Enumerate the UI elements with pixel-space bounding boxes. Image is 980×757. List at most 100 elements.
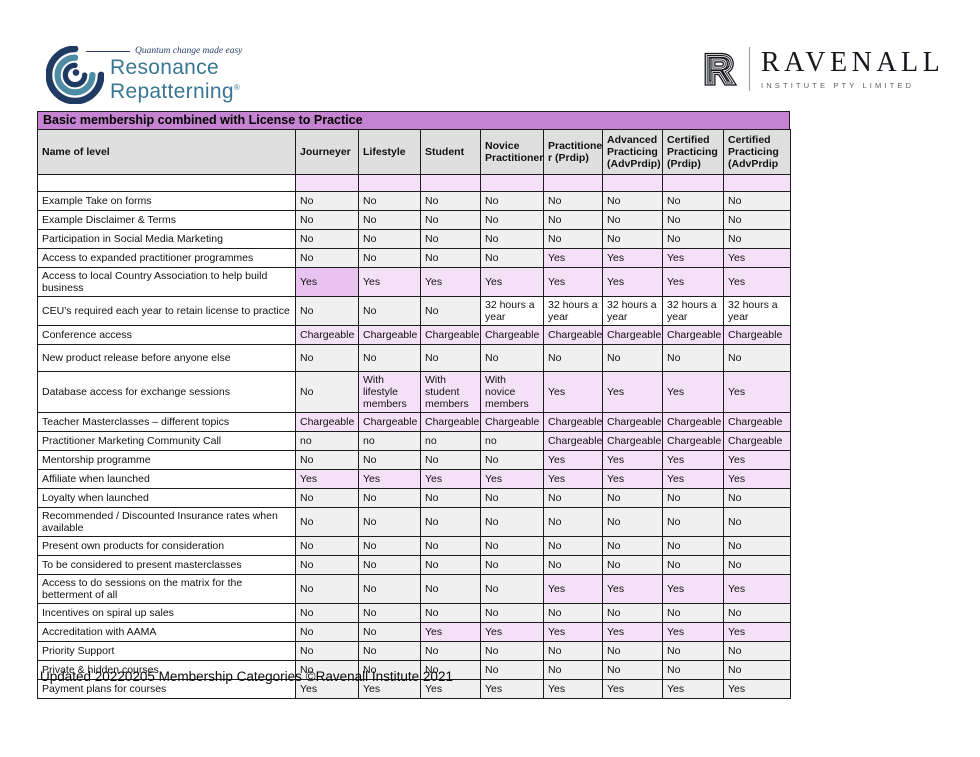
row-label: Practitioner Marketing Community Call [37, 431, 296, 451]
value-cell: Yes [480, 679, 544, 699]
value-cell: Chargeable [543, 412, 603, 432]
value-cell: No [480, 488, 544, 508]
value-cell: Yes [602, 469, 663, 489]
value-cell: No [420, 296, 481, 326]
value-cell: Chargeable [723, 325, 791, 345]
value-cell: No [480, 603, 544, 623]
row-label: New product release before anyone else [37, 344, 296, 372]
value-cell [543, 174, 603, 192]
column-header: Advanced Practicing (AdvPrdip) [602, 129, 663, 175]
value-cell: Yes [358, 679, 421, 699]
value-cell: No [662, 344, 724, 372]
value-cell: No [295, 488, 359, 508]
value-cell: Yes [602, 622, 663, 642]
value-cell: No [420, 488, 481, 508]
value-cell: Chargeable [295, 325, 359, 345]
value-cell [662, 174, 724, 192]
value-cell: No [295, 344, 359, 372]
value-cell: No [358, 536, 421, 556]
value-cell: No [723, 536, 791, 556]
value-cell: Chargeable [662, 431, 724, 451]
column-header: Novice Practitioner [480, 129, 544, 175]
value-cell: No [723, 603, 791, 623]
column-header: Certified Practicing (Prdip) [662, 129, 724, 175]
table-row: Access to local Country Association to h… [37, 267, 791, 297]
value-cell: no [358, 431, 421, 451]
ravenall-r-mark-icon: R R R [702, 46, 736, 92]
value-cell: No [602, 210, 663, 230]
ravenall-logo: R R R RAVENALL INSTITUTE PTY LIMITED [698, 46, 944, 92]
value-cell: Chargeable [543, 325, 603, 345]
value-cell: No [662, 191, 724, 211]
spiral-icon [46, 46, 104, 104]
value-cell: Yes [602, 574, 663, 604]
value-cell [602, 174, 663, 192]
value-cell: No [662, 555, 724, 575]
value-cell: No [662, 507, 724, 537]
value-cell: 32 hours a year [602, 296, 663, 326]
table-row: Example Disclaimer & Terms No No No No No No No… [37, 210, 791, 230]
value-cell: No [723, 191, 791, 211]
row-label: To be considered to present masterclasse… [37, 555, 296, 575]
value-cell: No [543, 507, 603, 537]
column-header: Practitione r (Prdip) [543, 129, 603, 175]
value-cell: Yes [662, 450, 724, 470]
value-cell: No [723, 229, 791, 249]
value-cell: Chargeable [602, 325, 663, 345]
value-cell: No [662, 603, 724, 623]
resonance-tagline: Quantum change made easy [86, 46, 242, 56]
value-cell: No [662, 488, 724, 508]
value-cell: Chargeable [420, 325, 481, 345]
value-cell: No [358, 507, 421, 537]
value-cell: Yes [662, 248, 724, 268]
table-row: Conference access Chargeable Chargeable Cha… [37, 325, 791, 345]
value-cell: No [358, 191, 421, 211]
value-cell: No [723, 660, 791, 680]
value-cell: No [480, 210, 544, 230]
value-cell: No [723, 555, 791, 575]
value-cell: Yes [723, 450, 791, 470]
table-row: Present own products for consideration No… [37, 536, 791, 556]
value-cell: Yes [358, 469, 421, 489]
value-cell: Yes [480, 622, 544, 642]
column-header: Certified Practicing (AdvPrdip [723, 129, 791, 175]
value-cell: No [420, 536, 481, 556]
value-cell: No [295, 296, 359, 326]
row-label: Database access for exchange sessions [37, 371, 296, 413]
row-label: Access to do sessions on the matrix for … [37, 574, 296, 604]
table-row: Recommended / Discounted Insurance rates… [37, 507, 791, 537]
ravenall-wordmark: RAVENALL [761, 46, 945, 78]
table-header-row: Name of level Journeyer Lifestyle Student No… [37, 129, 791, 175]
row-label: Example Disclaimer & Terms [37, 210, 296, 230]
value-cell: Chargeable [723, 431, 791, 451]
value-cell: Yes [358, 267, 421, 297]
value-cell: 32 hours a year [480, 296, 544, 326]
value-cell: No [543, 488, 603, 508]
row-label: Affiliate when launched [37, 469, 296, 489]
value-cell: No [295, 248, 359, 268]
row-label: Priority Support [37, 641, 296, 661]
membership-table-section: Basic membership combined with License t… [37, 111, 791, 699]
value-cell: No [295, 210, 359, 230]
value-cell: Yes [295, 469, 359, 489]
table-row: Private & hidden courses No No No No No No No No [37, 660, 791, 680]
column-header: Journeyer [295, 129, 359, 175]
table-row: Loyalty when launched No No No No No No No No [37, 488, 791, 508]
footer-note: Updated 20220205 Membership Categories ©… [40, 669, 453, 684]
value-cell: No [723, 488, 791, 508]
resonance-wordmark-line2: Repatterning® [110, 79, 241, 103]
value-cell: Yes [602, 267, 663, 297]
value-cell: No [420, 603, 481, 623]
value-cell: No [358, 641, 421, 661]
value-cell: No [358, 555, 421, 575]
value-cell: 32 hours a year [543, 296, 603, 326]
value-cell: No [295, 191, 359, 211]
value-cell: No [420, 248, 481, 268]
resonance-logo: Quantum change made easy Resonance Repat… [46, 42, 242, 104]
value-cell: No [662, 210, 724, 230]
table-row: Access to do sessions on the matrix for … [37, 574, 791, 604]
value-cell: No [420, 450, 481, 470]
table-row: Database access for exchange sessions No W… [37, 371, 791, 413]
value-cell: Chargeable [543, 431, 603, 451]
value-cell: Chargeable [662, 412, 724, 432]
